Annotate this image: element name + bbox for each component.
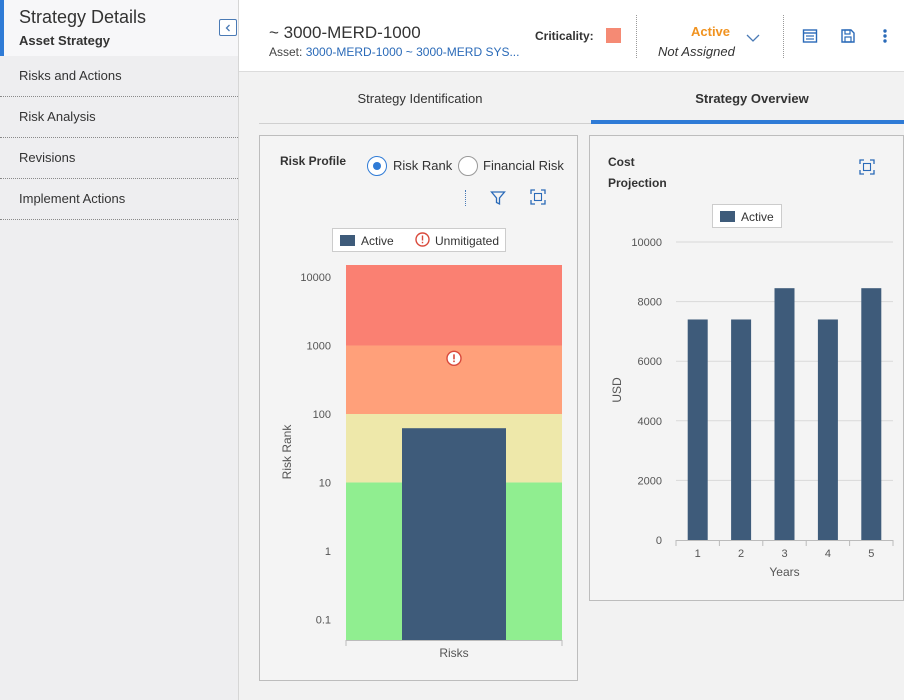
save-icon[interactable] <box>839 27 857 45</box>
risk-profile-panel: Risk Profile Risk Rank Financial Risk Ac… <box>259 135 578 681</box>
filter-icon[interactable] <box>490 190 506 211</box>
sidebar-item-risk-analysis[interactable]: Risk Analysis <box>0 97 238 138</box>
tab-bar: Strategy Identification Strategy Overvie… <box>259 75 904 124</box>
assignment-status[interactable]: Not Assigned <box>658 44 735 59</box>
criticality-indicator <box>606 28 621 43</box>
legend-active-label: Active <box>361 234 394 248</box>
expand-icon[interactable] <box>530 189 546 210</box>
criticality-label: Criticality: <box>535 29 594 43</box>
cost-legend: Active <box>712 204 782 228</box>
y-tick-label: 6000 <box>638 356 662 368</box>
cost-bar <box>687 319 708 540</box>
risk-rank-label[interactable]: Risk Rank <box>393 158 453 173</box>
y-tick-label: 10000 <box>300 272 331 284</box>
x-axis-label: Years <box>769 565 799 579</box>
active-risk-bar <box>402 428 506 640</box>
asset-label: Asset: <box>269 45 303 59</box>
sidebar-title: Strategy Details <box>19 7 147 27</box>
header-divider <box>636 15 637 58</box>
financial-risk-label[interactable]: Financial Risk <box>483 158 564 173</box>
header-divider <box>783 15 784 58</box>
risk-profile-title: Risk Profile <box>280 154 347 168</box>
sidebar: Strategy Details Asset Strategy Risks an… <box>0 0 239 700</box>
chevron-down-icon[interactable] <box>746 30 760 46</box>
sidebar-item-revisions[interactable]: Revisions <box>0 138 238 179</box>
legend-active-label: Active <box>741 210 774 224</box>
risk-profile-chart: 0.1 1 10 100 1000 10000 Risks Risk Rank <box>280 265 563 660</box>
y-tick-label: 0 <box>656 535 662 547</box>
y-tick-label: 2000 <box>638 475 662 487</box>
sidebar-item-implement-actions[interactable]: Implement Actions <box>0 179 238 220</box>
collapse-sidebar-icon[interactable] <box>219 19 237 36</box>
toolbar-divider <box>465 190 466 206</box>
more-options-icon[interactable] <box>876 27 894 45</box>
x-tick-label: 5 <box>868 548 874 560</box>
y-tick-label: 10000 <box>631 237 662 249</box>
exclamation-circle-icon <box>415 232 430 250</box>
y-axis-label: Risk Rank <box>280 424 294 480</box>
sidebar-header: Strategy Details Asset Strategy <box>0 0 238 56</box>
x-tick-label: 4 <box>825 548 831 560</box>
y-tick-label: 100 <box>313 409 331 421</box>
tab-strategy-identification[interactable]: Strategy Identification <box>357 91 483 106</box>
risk-rank-radio[interactable] <box>367 156 387 176</box>
sidebar-item-risks-and-actions[interactable]: Risks and Actions <box>0 56 238 97</box>
cost-bar <box>774 288 795 540</box>
y-tick-label: 1 <box>325 546 331 558</box>
y-tick-label: 10 <box>319 477 331 489</box>
asset-line: Asset: 3000-MERD-1000 ~ 3000-MERD SYS... <box>269 45 519 59</box>
state-status[interactable]: Active <box>691 24 731 39</box>
financial-risk-radio[interactable] <box>458 156 478 176</box>
cost-bar <box>731 319 752 540</box>
cost-projection-title: Cost Projection <box>608 155 667 190</box>
page-header: ~ 3000-MERD-1000 Asset: 3000-MERD-1000 ~… <box>239 0 904 72</box>
y-tick-label: 8000 <box>638 297 662 309</box>
expand-icon[interactable] <box>859 159 875 180</box>
sidebar-subtitle: Asset Strategy <box>19 33 111 48</box>
x-tick-label: 1 <box>695 548 701 560</box>
unmitigated-marker-dot <box>453 360 455 363</box>
x-tick-label: 2 <box>738 548 744 560</box>
y-axis-label: USD <box>610 377 624 403</box>
unmitigated-marker-stem <box>453 354 455 360</box>
y-tick-label: 4000 <box>638 416 662 428</box>
cost-bar <box>861 288 882 540</box>
report-icon[interactable] <box>801 27 819 45</box>
legend-unmitigated-label: Unmitigated <box>435 234 500 248</box>
cost-bar <box>817 319 838 540</box>
cost-projection-panel: Cost Projection Active 0 2000 4000 6000 8000… <box>589 135 904 601</box>
y-tick-label: 1000 <box>307 341 331 353</box>
legend-active-swatch <box>720 211 735 222</box>
legend-active-swatch <box>340 235 355 246</box>
risk-band-3 <box>346 265 562 346</box>
tab-strategy-overview[interactable]: Strategy Overview <box>591 75 904 124</box>
x-axis-label: Risks <box>439 646 468 660</box>
x-tick-label: 3 <box>781 548 787 560</box>
page-title: ~ 3000-MERD-1000 <box>269 23 421 42</box>
risk-legend: Active Unmitigated <box>332 228 506 252</box>
asset-link[interactable]: 3000-MERD-1000 ~ 3000-MERD SYS... <box>305 45 520 59</box>
cost-projection-chart: 0 2000 4000 6000 8000 10000 1 2 3 4 5 Years USD <box>610 237 894 579</box>
y-tick-label: 0.1 <box>316 614 331 626</box>
